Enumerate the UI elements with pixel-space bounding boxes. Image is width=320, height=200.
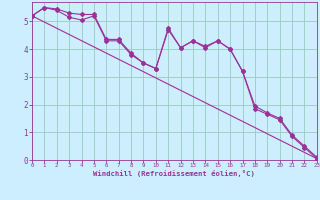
X-axis label: Windchill (Refroidissement éolien,°C): Windchill (Refroidissement éolien,°C)	[93, 170, 255, 177]
